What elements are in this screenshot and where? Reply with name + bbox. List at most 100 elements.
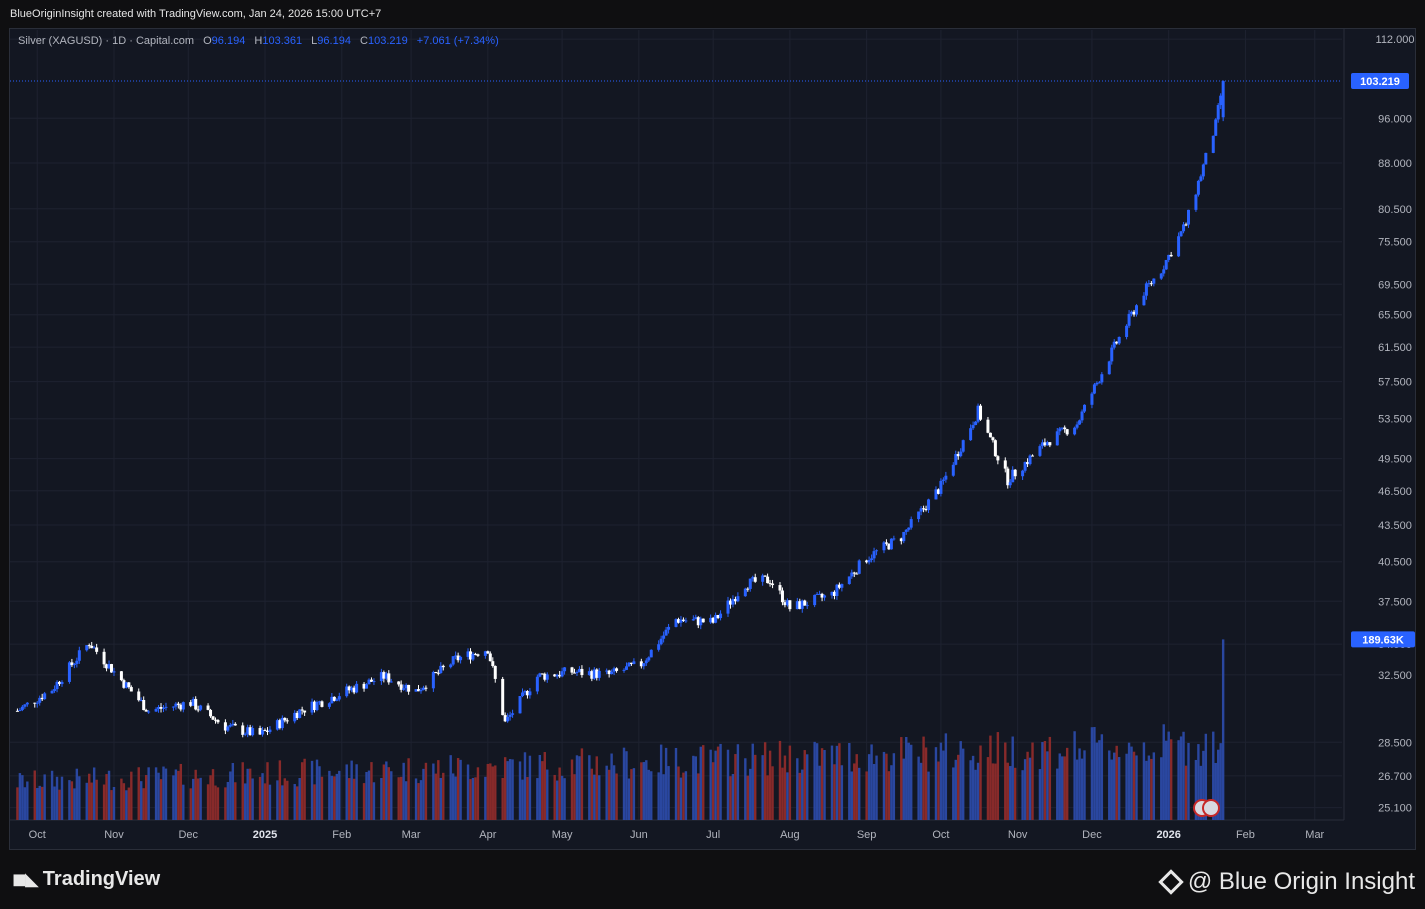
volume-bar [439, 777, 442, 820]
candle-body [887, 543, 891, 550]
volume-bar [1110, 759, 1113, 820]
volume-bar [761, 755, 764, 820]
volume-bar [404, 781, 408, 820]
volume-bar [437, 760, 440, 820]
volume-bar [939, 742, 943, 820]
close-value: 103.219 [367, 35, 408, 47]
candle-body [137, 691, 141, 701]
candle-body [471, 653, 475, 660]
volume-bar [640, 762, 643, 820]
volume-bar [593, 774, 596, 820]
candle-body [971, 425, 975, 429]
y-tick-label: 32.500 [1378, 670, 1412, 682]
us-flag-event-icon[interactable] [1202, 799, 1220, 817]
y-tick-label: 53.500 [1378, 414, 1412, 426]
candle-body [1092, 384, 1096, 394]
volume-bar [1187, 742, 1190, 820]
x-tick-label: Feb [1236, 829, 1255, 841]
candle-body [847, 576, 851, 585]
volume-bar [164, 768, 168, 820]
candle-body [719, 613, 723, 619]
candle-body [1097, 382, 1101, 384]
candle-body [159, 707, 163, 709]
candle-body [590, 671, 594, 679]
volume-bar [731, 774, 735, 820]
volume-bar [610, 753, 613, 820]
volume-bar [677, 766, 680, 820]
volume-bar [248, 768, 252, 820]
candle-body [25, 702, 29, 705]
volume-bar [486, 763, 490, 820]
candle-body [798, 601, 802, 609]
volume-bar [1061, 756, 1064, 820]
volume-bar [833, 764, 836, 820]
candle-body [352, 687, 356, 693]
candle-body [587, 671, 591, 676]
candle-body [263, 729, 267, 731]
candle-body [800, 600, 804, 609]
candle-body [503, 715, 507, 722]
symbol-legend: Silver (XAGUSD) · 1D · Capital.com O96.1… [18, 35, 499, 47]
candle-body [778, 585, 782, 591]
volume-bar [865, 771, 868, 820]
candle-body [382, 672, 386, 679]
candle-body [162, 707, 166, 709]
volume-bar [43, 774, 46, 820]
volume-bar [830, 745, 834, 820]
tradingview-logo[interactable]: ◼◣ TradingView [12, 868, 160, 891]
volume-bar [484, 776, 487, 820]
candle-body [258, 728, 262, 735]
volume-bar [1219, 743, 1222, 820]
x-tick-label: Oct [932, 829, 949, 841]
price-chart[interactable]: 112.000 96.000 88.000 80.500 75.500 69.500 65.… [0, 0, 1425, 850]
candle-body [624, 666, 628, 670]
candle-body [919, 508, 923, 512]
volume-label: 189.63K [1362, 634, 1404, 646]
candle-body [679, 619, 683, 623]
candle-body [1048, 442, 1052, 446]
volume-bar [1182, 731, 1185, 820]
volume-bar [546, 769, 549, 820]
volume-bar [110, 790, 113, 820]
volume-bar [870, 744, 873, 820]
volume-bar [850, 771, 853, 820]
volume-bar [867, 754, 871, 820]
volume-bar [657, 772, 660, 820]
volume-bar [563, 778, 566, 820]
x-tick-label: 2025 [253, 829, 277, 841]
candle-body [441, 665, 445, 668]
volume-bar [234, 782, 237, 820]
candle-body [1159, 273, 1163, 279]
candle-body [961, 440, 965, 452]
volume-bar [506, 761, 509, 820]
volume-bar [518, 761, 522, 820]
candle-body [466, 651, 470, 657]
candle-body [1112, 341, 1116, 348]
y-tick-label: 96.000 [1378, 113, 1412, 125]
volume-bar [105, 774, 108, 820]
volume-bar [1152, 752, 1156, 820]
volume-bar [989, 735, 992, 820]
volume-bar [892, 753, 896, 820]
candle-body [783, 602, 787, 606]
volume-bar [130, 771, 133, 820]
candle-body [988, 432, 992, 438]
volume-bar [320, 776, 324, 820]
volume-bar [1221, 639, 1225, 820]
volume-bar [612, 765, 616, 820]
candle-body [691, 619, 695, 621]
volume-bar [521, 779, 524, 820]
volume-bar [330, 775, 334, 820]
candle-body [711, 617, 715, 623]
candle-body [780, 590, 784, 603]
open-label: O [203, 35, 212, 47]
volume-bar [647, 769, 650, 820]
candle-body [216, 719, 220, 723]
volume-bar [607, 769, 611, 820]
volume-bar [598, 775, 601, 820]
candle-body [189, 702, 193, 706]
chart-frame[interactable] [9, 28, 1416, 850]
volume-bar [1214, 762, 1217, 820]
y-tick-label: 88.000 [1378, 158, 1412, 170]
volume-bar [182, 784, 185, 820]
